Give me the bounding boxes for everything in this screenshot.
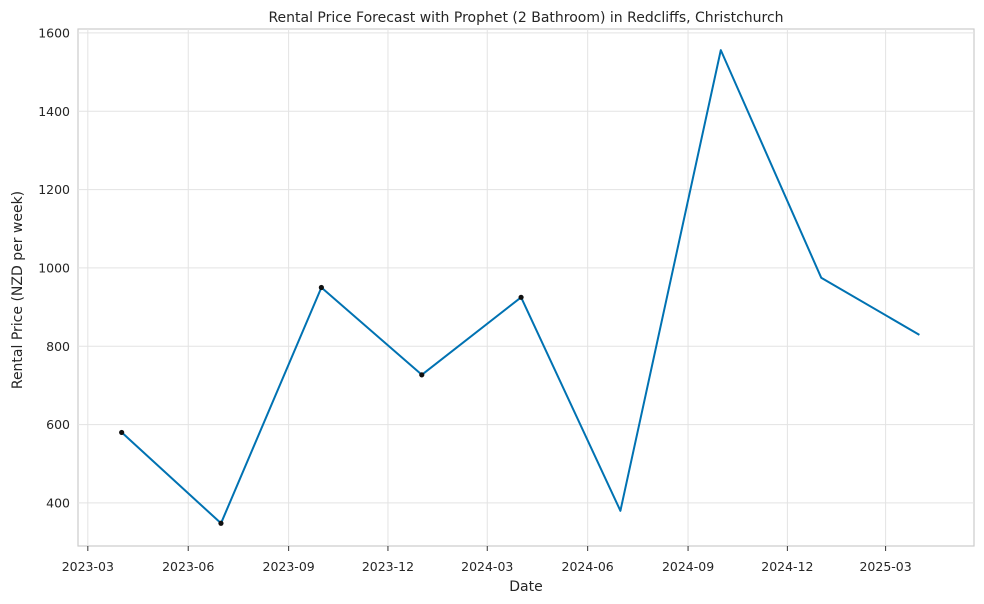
plot-area	[77, 28, 975, 547]
y-tick-labels: 400 600 800 1000 1200 1400 1600	[38, 25, 70, 510]
observed-point	[119, 429, 125, 436]
observed-point	[419, 372, 425, 378]
y-tick-label: 1000	[38, 260, 70, 275]
grid	[78, 29, 974, 546]
x-tick-label: 2024-03	[461, 559, 513, 574]
y-tick-label: 400	[46, 495, 70, 510]
y-tick-label: 1400	[38, 104, 70, 119]
y-axis-label: Rental Price (NZD per week)	[10, 191, 26, 389]
x-tick-label: 2023-06	[162, 559, 214, 574]
x-axis-label: Date	[509, 579, 542, 595]
x-tick-labels: 2023-03 2023-06 2023-09 2023-12 2024-03 2024-…	[62, 546, 912, 574]
x-tick-label: 2023-12	[362, 559, 414, 574]
observed-point	[218, 520, 224, 526]
y-tick-label: 600	[46, 417, 70, 432]
y-tick-label: 800	[46, 339, 70, 354]
chart-title: Rental Price Forecast with Prophet (2 Ba…	[268, 10, 783, 26]
observed-point	[318, 284, 324, 291]
y-tick-label: 1600	[38, 25, 70, 40]
x-tick-label: 2023-03	[62, 559, 114, 574]
x-tick-label: 2024-09	[662, 559, 714, 574]
x-tick-label: 2025-03	[859, 559, 911, 574]
x-tick-label: 2023-09	[263, 559, 315, 574]
y-tick-label: 1200	[38, 182, 70, 197]
x-tick-label: 2024-06	[562, 559, 614, 574]
x-tick-label: 2024-12	[761, 559, 813, 574]
observed-point	[518, 294, 524, 300]
observed-points-layer	[119, 284, 524, 526]
